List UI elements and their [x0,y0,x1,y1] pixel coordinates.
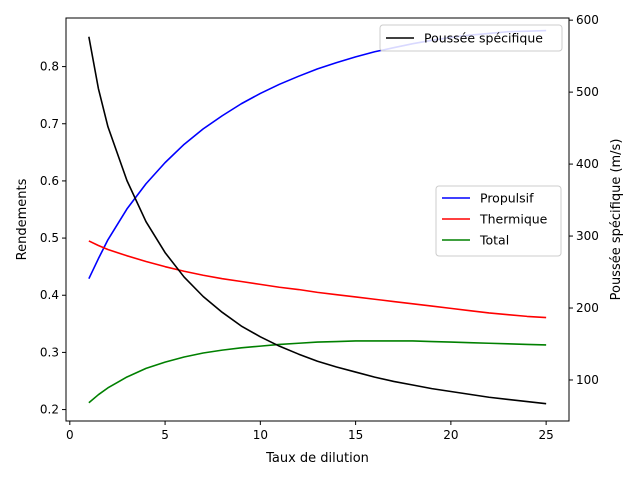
y-right-axis-ticks: 100 200 300 400 500 600 [569,13,599,387]
y-left-tick-label: 0.6 [40,174,59,188]
y-left-axis-ticks: 0.2 0.3 0.4 0.5 0.6 0.7 0.8 [40,60,66,417]
y-left-tick-label: 0.8 [40,60,59,74]
legend-label-total: Total [479,233,509,248]
x-tick-label: 20 [443,428,458,442]
y-left-tick-label: 0.2 [40,403,59,417]
legend-efficiencies: Propulsif Thermique Total [435,185,562,257]
x-tick-label: 10 [253,428,268,442]
y-right-tick-label: 200 [576,301,599,315]
legend-label-propulsif: Propulsif [480,191,534,206]
y-left-axis-label: Rendements [15,178,30,260]
series-line-poussee-specifique [88,36,547,405]
y-left-tick-label: 0.7 [40,117,59,131]
legend-specific-thrust: Poussée spécifique [379,24,563,52]
y-right-tick-label: 600 [576,13,599,27]
plot-frame [65,17,570,422]
y-right-tick-label: 400 [576,157,599,171]
y-left-tick-label: 0.5 [40,231,59,245]
x-axis-label: Taux de dilution [265,451,369,466]
y-right-tick-label: 500 [576,85,599,99]
y-left-tick-label: 0.3 [40,345,59,359]
y-right-axis-label: Poussée spécifique (m/s) [609,139,624,301]
series-line-thermique [88,240,547,319]
x-tick-label: 15 [348,428,363,442]
x-tick-label: 5 [161,428,169,442]
x-tick-label: 25 [538,428,553,442]
y-right-tick-label: 100 [576,373,599,387]
legend-label-thermique: Thermique [479,212,548,227]
legend-label-poussee-specifique: Poussée spécifique [424,31,543,46]
y-right-tick-label: 300 [576,229,599,243]
series-line-total [88,340,547,404]
legend-box [379,24,563,52]
y-left-tick-label: 0.4 [40,288,59,302]
x-axis-ticks: 0 5 10 15 20 25 [66,421,554,442]
x-tick-label: 0 [66,428,74,442]
legend-box [435,185,562,257]
